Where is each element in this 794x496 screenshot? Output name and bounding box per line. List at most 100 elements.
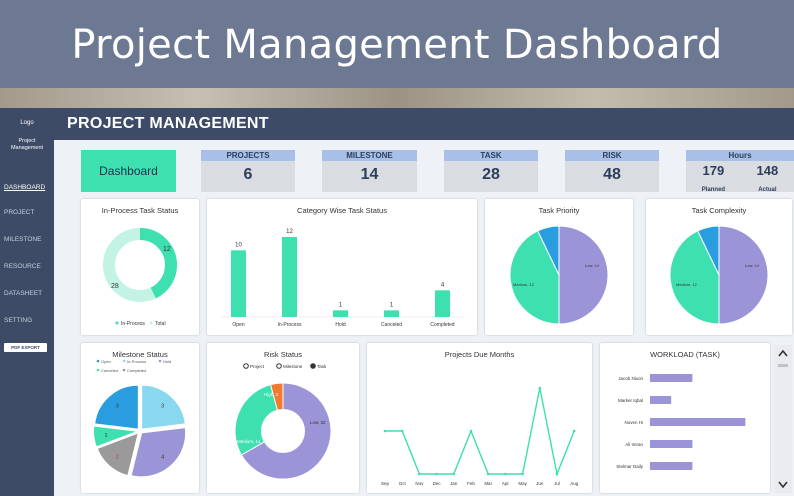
tick-label: Noven Hi	[624, 420, 643, 425]
data-label-medium: Medium, 14	[237, 439, 261, 444]
legend-radio-task[interactable]	[310, 363, 316, 369]
chevron-down-icon[interactable]	[778, 481, 788, 489]
line-point	[486, 472, 490, 476]
sidebar-item-milestone[interactable]: MILESTONE	[4, 236, 42, 243]
chart-title: Category Wise Task Status	[297, 206, 387, 215]
pie-slice	[697, 225, 720, 276]
line-point	[400, 429, 404, 433]
kpi-milestone-value: 14	[360, 166, 379, 183]
sidebar: Logo Project Management DASHBOARD PROJECT…	[0, 108, 54, 496]
line-point	[572, 429, 576, 433]
legend-dot	[158, 359, 162, 363]
kpi-risk: RISK 48	[565, 150, 659, 192]
tick-label: In-Process	[278, 322, 302, 328]
kpi-projects: PROJECTS 6	[201, 150, 295, 192]
sidebar-item-datasheet[interactable]: DATASHEET	[4, 290, 43, 297]
kpi-risk-value: 48	[603, 166, 621, 183]
tick-label: Ali Imran	[625, 442, 643, 447]
data-label: 1	[105, 433, 108, 439]
kpi-hours-label: Hours	[686, 150, 794, 161]
line-point	[452, 472, 456, 476]
data-label-high: High, 2	[264, 392, 279, 397]
tick-label: Open	[232, 322, 244, 328]
bar-canceled	[384, 310, 399, 317]
banner-title: Project Management Dashboard	[71, 22, 723, 68]
tick-label: Apr	[502, 481, 510, 486]
sidebar-item-setting[interactable]: SETTING	[4, 317, 33, 324]
bar-completed	[435, 290, 450, 317]
card-workload: WORKLOAD (TASK) Jacob Nixon Marker Iqbal N…	[600, 343, 770, 493]
line-point	[383, 429, 387, 433]
tick-label: Feb	[467, 481, 475, 486]
header: PROJECT MANAGEMENT	[54, 108, 794, 140]
chart-title: Milestone Status	[112, 350, 168, 359]
chart-complexity-svg: Low, 14 Medium, 12	[669, 225, 769, 325]
legend-task: Task	[317, 364, 327, 369]
tick-label: Oct	[399, 481, 407, 486]
chart-workload-svg: Jacob Nixon Marker Iqbal Noven Hi Ali Imran…	[616, 374, 746, 470]
chart-priority-svg: Low, 14 Medium, 12	[509, 225, 609, 325]
scrollbar-svg	[778, 349, 788, 489]
kpi-hours: Hours 179 Planned 148 Actual	[686, 150, 794, 193]
line-point	[418, 472, 421, 476]
logo: Logo	[20, 120, 34, 126]
chart-title: Task Priority	[538, 206, 580, 215]
tick-label: Hold	[335, 322, 346, 328]
pie-slice	[96, 432, 140, 477]
data-label-medium: Medium, 12	[513, 282, 535, 287]
chart-category-svg: 10 Open 12 In-Process 1 Hold 1 Canceled 4 Complet…	[221, 229, 465, 328]
pie-slice	[558, 225, 609, 325]
bar-stelmar-daily	[650, 462, 693, 470]
chart-title: Task Complexity	[691, 206, 747, 215]
chart-title: Projects Due Months	[444, 350, 515, 359]
kpi-projects-label: PROJECTS	[201, 150, 295, 161]
bar-noven-hi	[650, 418, 746, 426]
legend-inprocess: In-Process	[127, 359, 146, 364]
pie-slice	[94, 384, 139, 430]
app-name: Project Management	[10, 138, 44, 151]
legend-completed: Completed	[127, 368, 146, 373]
sidebar-item-project[interactable]: PROJECT	[4, 209, 35, 216]
legend-hold: Hold	[163, 359, 171, 364]
bar-hold	[333, 310, 348, 317]
line-series	[385, 387, 575, 477]
card-task-priority: Task Priority Low, 14 Medium, 12	[485, 199, 633, 335]
legend-radio-project[interactable]	[243, 363, 249, 369]
kpi-projects-value: 6	[243, 166, 253, 183]
legend-canceled: Canceled	[101, 368, 118, 373]
scrollbar-thumb[interactable]	[778, 364, 788, 367]
tick-label: Nov	[415, 481, 424, 486]
data-label-inprocess: 12	[163, 246, 171, 253]
legend-dot	[122, 359, 126, 363]
pie-slice	[141, 384, 186, 430]
card-category-task: Category Wise Task Status 10 Open 12 In-Pro…	[207, 199, 477, 335]
tick-label: Jul	[554, 481, 560, 486]
dashboard-tile[interactable]: Dashboard	[81, 150, 176, 192]
kpi-task-value: 28	[482, 166, 500, 183]
kpi-task: TASK 28	[444, 150, 538, 192]
pie-milestone: 3 4 2 1 3	[93, 384, 187, 478]
hours-planned-label: Planned	[701, 187, 726, 193]
legend-dot	[96, 368, 100, 372]
sidebar-item-dashboard[interactable]: DASHBOARD	[4, 184, 46, 191]
legend-dot	[96, 359, 100, 363]
pdf-export-button[interactable]: PDF EXPORT	[4, 343, 47, 352]
legend-project: Project	[250, 364, 265, 369]
tick-label: May	[518, 481, 527, 486]
sidebar-item-resource[interactable]: RESOURCE	[4, 263, 41, 270]
chevron-up-icon[interactable]	[778, 349, 788, 357]
pie-priority	[509, 225, 609, 325]
chart-risk-svg: Project Milestone Task Low, 32 Medium, 1…	[234, 363, 332, 480]
tick-label: Completed	[430, 322, 454, 328]
pie-slice	[718, 225, 769, 325]
legend-open: Open	[101, 359, 111, 364]
scrollbar[interactable]	[774, 345, 792, 493]
tick-label: Jan	[450, 481, 458, 486]
bar-open	[231, 250, 246, 317]
legend-radio-milestone[interactable]	[276, 363, 282, 369]
pie-slice	[93, 425, 138, 448]
data-label: 12	[286, 229, 293, 235]
tick-label: Dec	[433, 481, 442, 486]
data-label: 1	[339, 302, 343, 308]
chart-inprocess-svg: 12 28 In-Process Total	[103, 228, 177, 327]
